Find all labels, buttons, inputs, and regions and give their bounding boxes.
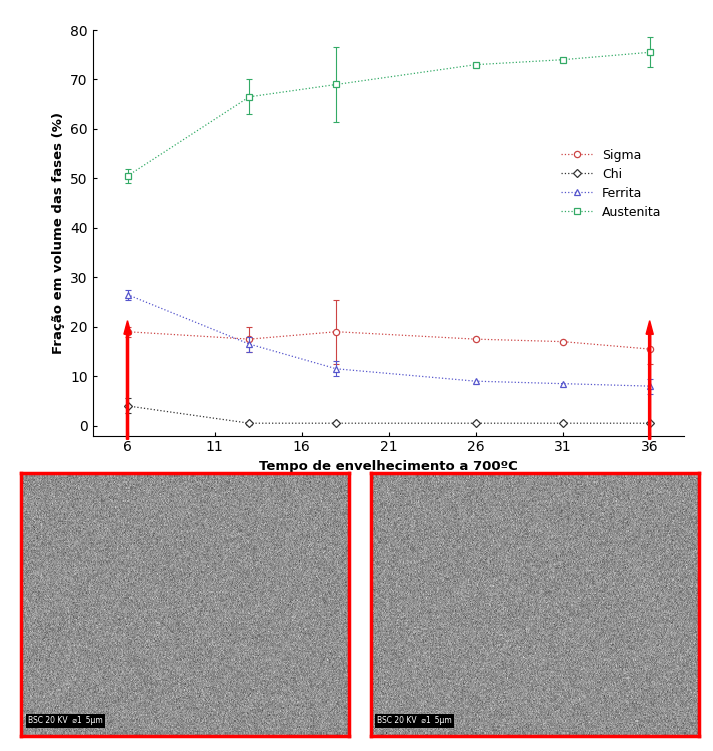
Chi [245,419,254,428]
Line: Chi: Chi [124,403,653,427]
Ferrita [645,382,654,391]
Austenita [123,171,132,180]
Chi [558,419,567,428]
Ferrita [558,379,567,388]
Ferrita [471,377,480,386]
Sigma [645,345,654,354]
Chi [332,419,341,428]
Ferrita [332,364,341,373]
Austenita [332,80,341,89]
Sigma [558,337,567,346]
Chi [123,401,132,410]
Sigma [332,327,341,336]
Ferrita [123,290,132,299]
X-axis label: Tempo de envelhecimento a 700ºC: Tempo de envelhecimento a 700ºC [260,460,518,473]
Chi [471,419,480,428]
Text: BSC 20 KV  ⌀1 5μm: BSC 20 KV ⌀1 5μm [28,716,103,725]
Austenita [245,92,254,101]
Y-axis label: Fração em volume das fases (%): Fração em volume das fases (%) [51,112,65,354]
Austenita [558,56,567,65]
Ferrita [245,339,254,348]
Line: Austenita: Austenita [124,49,653,179]
Sigma [245,335,254,344]
Sigma [123,327,132,336]
Austenita [471,60,480,69]
Line: Sigma: Sigma [124,329,653,352]
Legend: Sigma, Chi, Ferrita, Austenita: Sigma, Chi, Ferrita, Austenita [556,143,667,225]
Text: BSC 20 KV  ⌀1 5μm: BSC 20 KV ⌀1 5μm [377,716,452,725]
Sigma [471,335,480,344]
Chi [645,419,654,428]
Line: Ferrita: Ferrita [124,291,653,389]
Austenita [645,48,654,57]
